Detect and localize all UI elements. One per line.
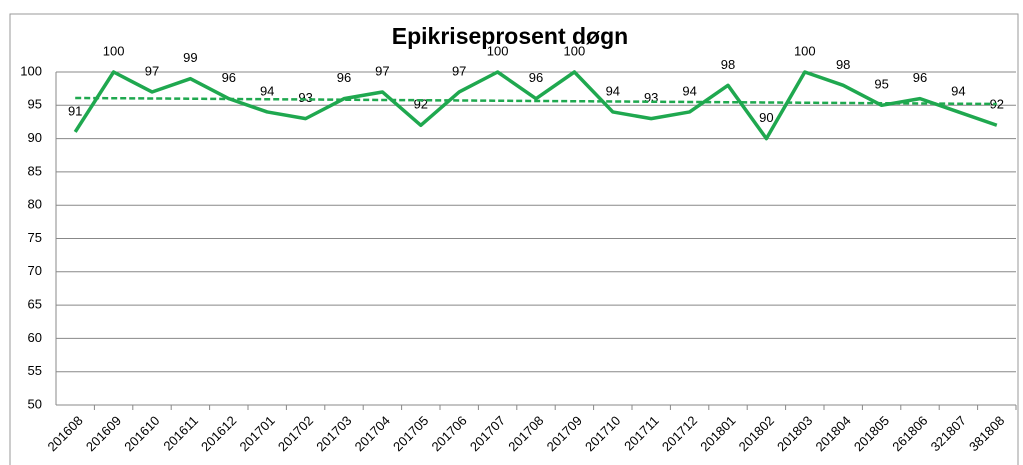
y-tick-label: 100 xyxy=(20,63,42,78)
y-tick-label: 90 xyxy=(28,130,42,145)
data-label: 95 xyxy=(874,77,888,92)
trend-line xyxy=(75,96,997,106)
data-label: 96 xyxy=(913,70,927,85)
y-tick-label: 60 xyxy=(28,330,42,345)
y-tick-label: 95 xyxy=(28,97,42,112)
y-tick-label: 65 xyxy=(28,297,42,312)
data-label: 100 xyxy=(564,43,586,58)
y-tick-label: 55 xyxy=(28,363,42,378)
data-label: 92 xyxy=(990,97,1004,112)
data-label: 93 xyxy=(298,90,312,105)
y-tick-label: 75 xyxy=(28,230,42,245)
data-label: 100 xyxy=(103,43,125,58)
data-label: 97 xyxy=(375,63,389,78)
data-label: 98 xyxy=(721,57,735,72)
data-label: 91 xyxy=(68,103,82,118)
data-label: 99 xyxy=(183,50,197,65)
data-label: 100 xyxy=(794,43,816,58)
y-tick-label: 80 xyxy=(28,197,42,212)
data-label: 94 xyxy=(682,83,696,98)
data-label: 97 xyxy=(145,63,159,78)
data-label: 97 xyxy=(452,63,466,78)
data-label: 92 xyxy=(414,97,428,112)
data-label: 100 xyxy=(487,43,509,58)
data-label: 94 xyxy=(260,83,274,98)
data-label: 94 xyxy=(606,83,620,98)
data-label: 96 xyxy=(529,70,543,85)
data-label: 96 xyxy=(222,70,236,85)
y-tick-label: 70 xyxy=(28,263,42,278)
data-label: 94 xyxy=(951,83,965,98)
data-label: 96 xyxy=(337,70,351,85)
data-label: 98 xyxy=(836,57,850,72)
data-label: 90 xyxy=(759,110,773,125)
y-tick-label: 50 xyxy=(28,396,42,411)
chart-title: Epikriseprosent døgn xyxy=(392,23,628,49)
y-tick-label: 85 xyxy=(28,163,42,178)
